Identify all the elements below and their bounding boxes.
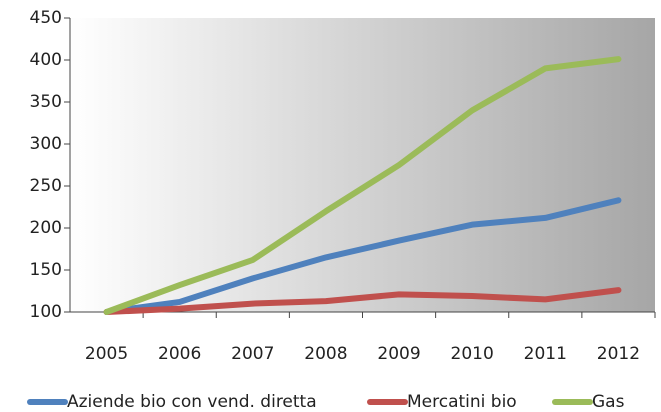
x-tick-label: 2006 (158, 344, 201, 364)
x-tick-label: 2009 (377, 344, 420, 364)
legend-label: Mercatini bio (407, 392, 517, 412)
y-tick-label: 200 (30, 218, 62, 238)
y-tick-label: 300 (30, 134, 62, 154)
y-tick-label: 350 (30, 92, 62, 112)
line (103, 197, 622, 315)
line (103, 287, 622, 315)
y-tick-label: 150 (30, 260, 62, 280)
x-tick-label: 2007 (231, 344, 274, 364)
y-tick-label: 450 (30, 8, 62, 28)
line (103, 56, 622, 315)
x-tick-label: 2008 (304, 344, 347, 364)
y-tick-label: 400 (30, 50, 62, 70)
legend-label: Gas (592, 392, 625, 412)
legend-label: Aziende bio con vend. diretta (67, 392, 317, 412)
x-tick-label: 2010 (451, 344, 494, 364)
plot-area (70, 18, 655, 312)
y-tick-label: 250 (30, 176, 62, 196)
x-tick-label: 2012 (597, 344, 640, 364)
y-tick-label: 100 (30, 302, 62, 322)
x-tick-label: 2005 (85, 344, 128, 364)
x-tick-label: 2011 (524, 344, 567, 364)
